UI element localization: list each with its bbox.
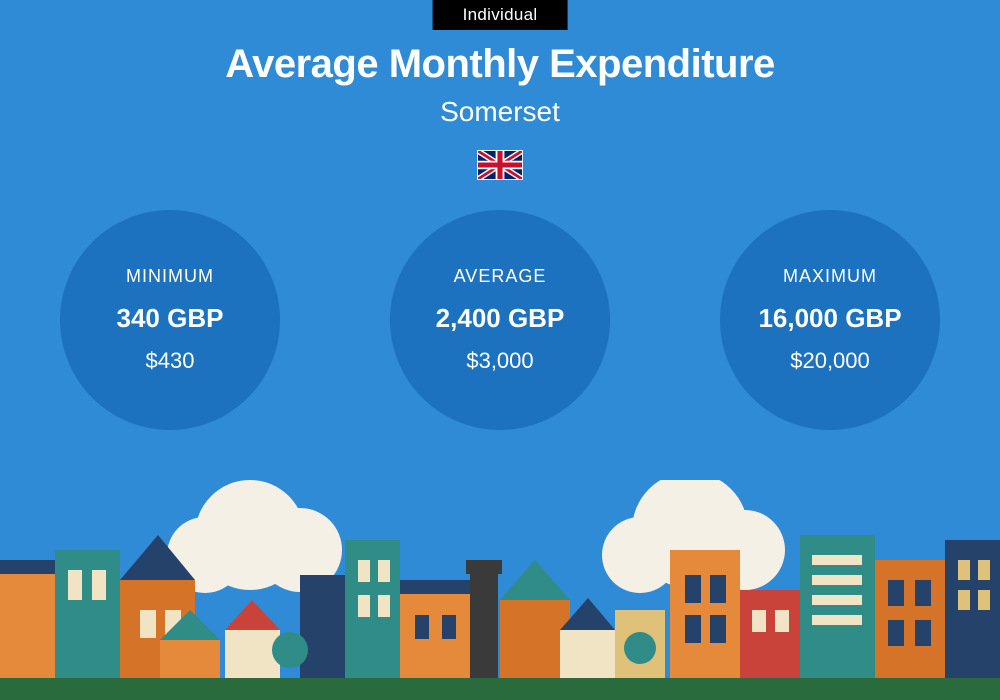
page-subtitle: Somerset	[0, 96, 1000, 128]
uk-flag-icon	[477, 150, 523, 180]
metric-sub: $20,000	[790, 348, 870, 374]
metric-average: AVERAGE 2,400 GBP $3,000	[390, 210, 610, 430]
metric-value: 340 GBP	[117, 303, 224, 334]
infographic-canvas: Individual Average Monthly Expenditure S…	[0, 0, 1000, 700]
metric-value: 16,000 GBP	[758, 303, 901, 334]
category-badge: Individual	[433, 0, 568, 30]
category-badge-label: Individual	[463, 5, 538, 24]
metric-label: AVERAGE	[454, 266, 547, 287]
metrics-row: MINIMUM 340 GBP $430 AVERAGE 2,400 GBP $…	[0, 210, 1000, 430]
page-title: Average Monthly Expenditure	[0, 42, 1000, 87]
metric-sub: $3,000	[466, 348, 533, 374]
metric-minimum: MINIMUM 340 GBP $430	[60, 210, 280, 430]
metric-label: MINIMUM	[126, 266, 214, 287]
metric-label: MAXIMUM	[783, 266, 877, 287]
metric-sub: $430	[146, 348, 195, 374]
skyline-illustration	[0, 480, 1000, 700]
metric-value: 2,400 GBP	[436, 303, 565, 334]
metric-maximum: MAXIMUM 16,000 GBP $20,000	[720, 210, 940, 430]
